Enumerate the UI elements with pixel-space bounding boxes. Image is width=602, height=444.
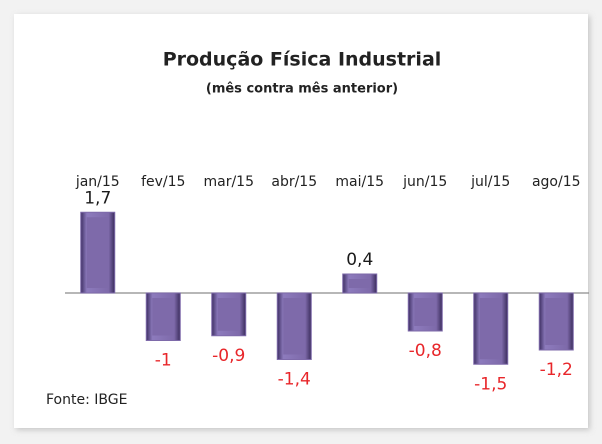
value-label: -1,5 xyxy=(474,374,507,394)
value-label: -0,8 xyxy=(409,341,442,361)
bar-face xyxy=(283,298,306,355)
bar-face xyxy=(414,298,437,326)
value-label: -0,9 xyxy=(212,346,245,366)
value-label: -1,2 xyxy=(540,360,573,380)
x-tick-label: jun/15 xyxy=(402,174,447,190)
bar-face xyxy=(86,217,109,288)
source: Fonte: IBGE xyxy=(46,392,127,408)
bar-face xyxy=(545,298,568,345)
bar-face xyxy=(479,298,502,360)
chart-subtitle: (mês contra mês anterior) xyxy=(206,82,398,97)
chart-title: Produção Física Industrial xyxy=(163,49,442,71)
x-tick-label: mar/15 xyxy=(203,174,254,190)
bar-face xyxy=(348,279,371,288)
bar-face xyxy=(217,298,240,331)
bar-face xyxy=(152,298,175,336)
value-label: -1,4 xyxy=(278,370,311,390)
x-tick-label: abr/15 xyxy=(271,174,317,190)
value-label: 0,4 xyxy=(346,250,373,270)
x-tick-label: jan/15 xyxy=(75,174,120,190)
x-tick-label: mai/15 xyxy=(335,174,384,190)
x-tick-label: ago/15 xyxy=(532,174,581,190)
value-label: 1,7 xyxy=(84,188,111,208)
x-tick-label: jul/15 xyxy=(470,174,510,190)
value-label: -1 xyxy=(155,351,172,371)
x-tick-label: fev/15 xyxy=(141,174,185,190)
